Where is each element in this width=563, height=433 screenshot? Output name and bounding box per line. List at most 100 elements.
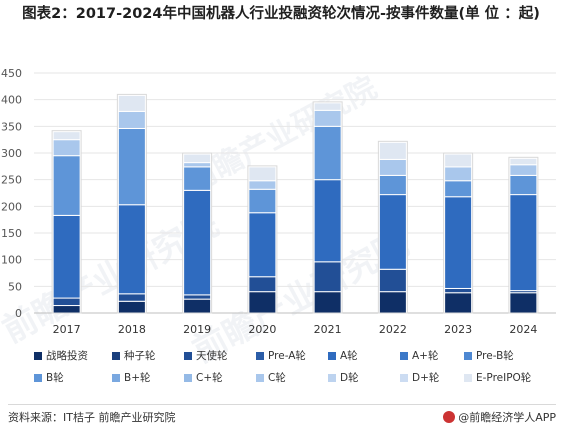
legend-label: 战略投资 bbox=[46, 350, 88, 362]
bar-segment bbox=[378, 194, 407, 270]
legend-swatch bbox=[112, 373, 120, 382]
legend-item: 种子轮 bbox=[112, 348, 156, 363]
legend-item: Pre-A轮 bbox=[256, 348, 306, 363]
bar-segment bbox=[183, 298, 212, 314]
bar-outline bbox=[443, 152, 474, 314]
legend-item: C轮 bbox=[256, 370, 286, 385]
chart-plot: 0 50 100 150 200 250 300 350 400 450 2017 2018 2019 2… bbox=[1, 67, 556, 336]
legend-item: 战略投资 bbox=[34, 348, 88, 363]
bar-segment bbox=[509, 194, 538, 292]
source-text: 资料来源：IT桔子 前瞻产业研究院 bbox=[8, 411, 176, 424]
legend-label: D轮 bbox=[340, 372, 359, 384]
bar-segment bbox=[52, 297, 81, 307]
x-tick-label: 2018 bbox=[118, 323, 146, 336]
legend-swatch bbox=[328, 351, 336, 360]
legend-item: 天使轮 bbox=[184, 348, 228, 363]
x-tick-label: 2021 bbox=[314, 323, 342, 336]
legend-item: A轮 bbox=[328, 348, 358, 363]
bar-segment bbox=[509, 292, 538, 314]
legend-swatch bbox=[184, 351, 192, 360]
legend-item: B轮 bbox=[34, 370, 64, 385]
bar-segment bbox=[183, 294, 212, 300]
bar-segment bbox=[248, 276, 277, 293]
bar-segment bbox=[509, 157, 538, 166]
bar-segment bbox=[313, 125, 342, 181]
bar-segment bbox=[444, 196, 473, 289]
legend-label: B轮 bbox=[46, 372, 64, 384]
bar-segment bbox=[313, 291, 342, 314]
x-tick-label: 2023 bbox=[444, 323, 472, 336]
bar-segment bbox=[117, 94, 146, 112]
y-tick-label: 200 bbox=[1, 200, 22, 213]
legend-label: 种子轮 bbox=[124, 350, 156, 362]
legend-swatch bbox=[34, 351, 42, 360]
bar-segment bbox=[117, 300, 146, 314]
x-tick-label: 2022 bbox=[379, 323, 407, 336]
legend-item: E-PreIPO轮 bbox=[464, 370, 531, 385]
legend-swatch bbox=[328, 373, 336, 382]
legend-label: C+轮 bbox=[196, 372, 223, 384]
x-tick-label: 2019 bbox=[183, 323, 211, 336]
bar-segment bbox=[378, 291, 407, 314]
legend-label: D+轮 bbox=[412, 372, 440, 384]
bar-segment bbox=[117, 127, 146, 206]
bar-segment bbox=[52, 305, 81, 314]
legend-item: A+轮 bbox=[400, 348, 438, 363]
y-tick-label: 450 bbox=[1, 67, 22, 80]
bar-segment bbox=[444, 153, 473, 168]
bar-outline bbox=[247, 165, 278, 314]
bar-segment bbox=[313, 109, 342, 127]
legend-swatch bbox=[184, 373, 192, 382]
legend-label: A+轮 bbox=[412, 350, 439, 362]
legend-item: D轮 bbox=[328, 370, 359, 385]
bar-outline bbox=[51, 130, 82, 314]
y-tick-label: 300 bbox=[1, 147, 22, 160]
legend-label: A轮 bbox=[340, 350, 358, 362]
bar-segment bbox=[444, 166, 473, 182]
legend-label: C轮 bbox=[268, 372, 286, 384]
y-tick-label: 0 bbox=[15, 307, 22, 320]
bar-segment bbox=[378, 174, 407, 196]
legend-swatch bbox=[400, 351, 408, 360]
bar-segment bbox=[444, 287, 473, 294]
legend-label: B+轮 bbox=[124, 372, 151, 384]
bar-segment bbox=[378, 141, 407, 160]
legend-label: Pre-A轮 bbox=[268, 350, 306, 362]
bar-segment bbox=[117, 110, 146, 129]
y-tick-label: 150 bbox=[1, 227, 22, 240]
legend-swatch bbox=[400, 373, 408, 382]
bar-segment bbox=[509, 174, 538, 196]
y-tick-label: 250 bbox=[1, 174, 22, 187]
legend-label: 天使轮 bbox=[196, 350, 228, 362]
bar-segment bbox=[248, 166, 277, 182]
x-tick-label: 2017 bbox=[53, 323, 81, 336]
legend-swatch bbox=[34, 373, 42, 382]
bar-segment bbox=[52, 131, 81, 141]
bar-segment bbox=[183, 166, 212, 191]
bar-segment bbox=[248, 180, 277, 190]
y-tick-label: 50 bbox=[8, 280, 22, 293]
x-tick-label: 2020 bbox=[248, 323, 276, 336]
bar-segment bbox=[183, 162, 212, 168]
legend-item: Pre-B轮 bbox=[464, 348, 514, 363]
legend-item: B+轮 bbox=[112, 370, 151, 385]
bar-segment bbox=[444, 180, 473, 198]
legend-item: C+轮 bbox=[184, 370, 223, 385]
bar-segment bbox=[52, 214, 81, 299]
y-tick-label: 100 bbox=[1, 254, 22, 267]
bar-segment bbox=[378, 268, 407, 293]
y-tick-label: 400 bbox=[1, 94, 22, 107]
bar-segment bbox=[117, 293, 146, 302]
bar-outline bbox=[116, 93, 147, 314]
bar-outline bbox=[508, 156, 539, 314]
bar-segment bbox=[248, 291, 277, 314]
bar-segment bbox=[52, 139, 81, 157]
bar-segment bbox=[378, 158, 407, 176]
chart-title: 图表2：2017-2024年中国机器人行业投融资轮次情况-按事件数量(单 位 ：… bbox=[22, 6, 540, 22]
brand-logo-icon bbox=[443, 411, 456, 423]
footer-watermark-text: @前瞻经济学人APP bbox=[458, 411, 556, 424]
bar-segment bbox=[117, 204, 146, 295]
bar-outline bbox=[182, 152, 213, 314]
bar-segment bbox=[313, 102, 342, 111]
legend-label: Pre-B轮 bbox=[476, 350, 514, 362]
